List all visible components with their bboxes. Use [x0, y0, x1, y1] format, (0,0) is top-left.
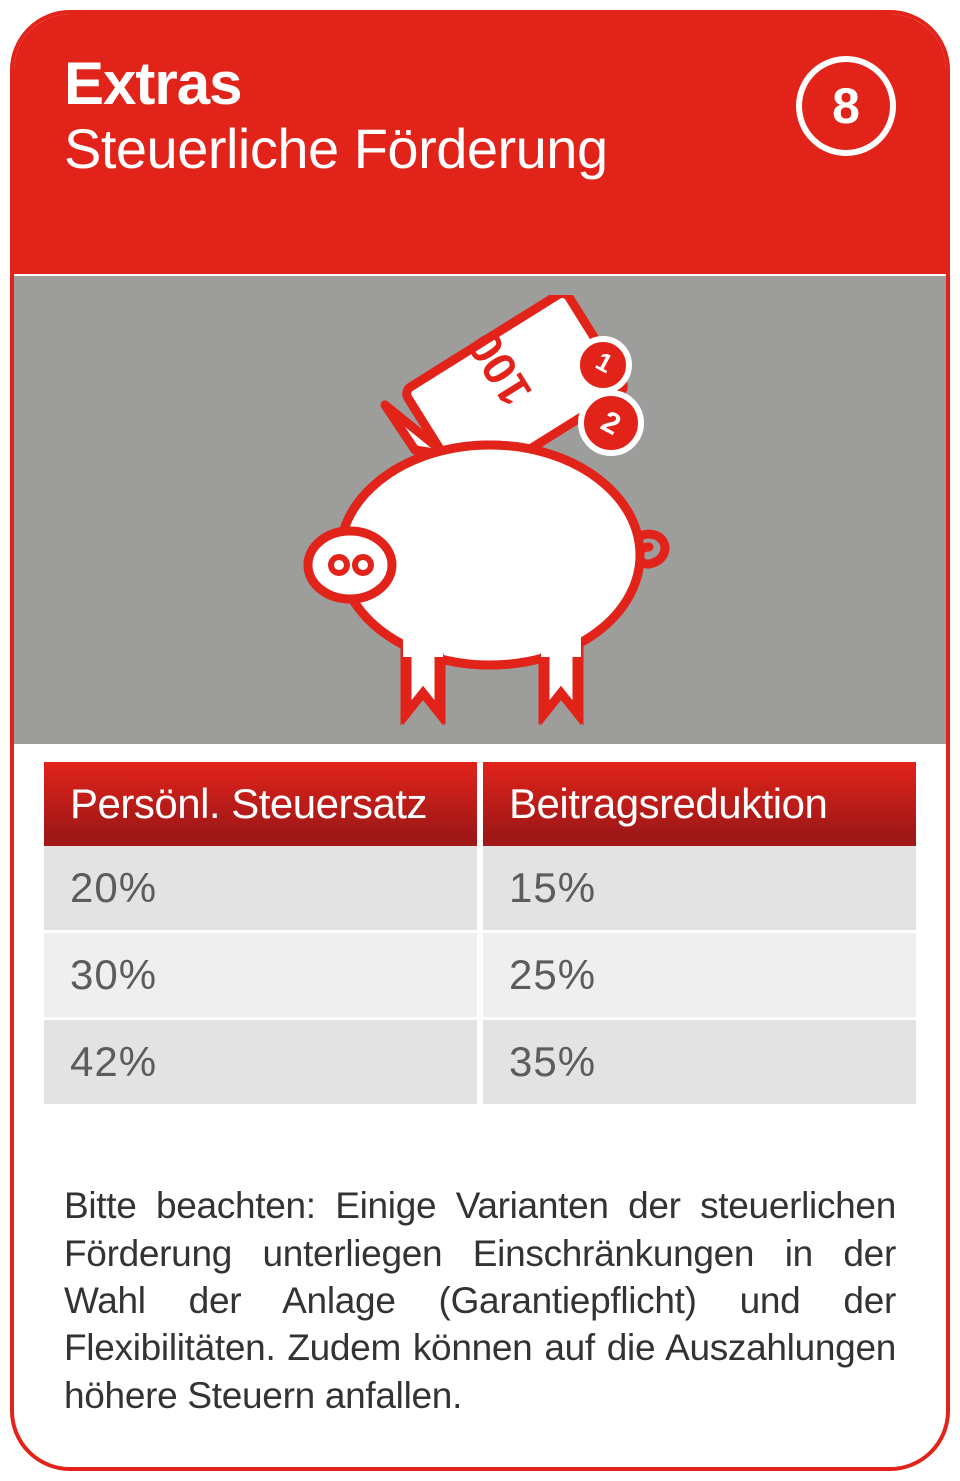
- footnote-text: Bitte beachten: Einige Varianten der ste…: [64, 1182, 896, 1419]
- illustration-panel: 100 1 2: [14, 274, 946, 744]
- card-content: Persönl. Steuersatz Beitragsreduktion 20…: [14, 744, 946, 1107]
- table-row: 30% 25%: [44, 933, 916, 1020]
- cell-reduction: 35%: [483, 1020, 916, 1107]
- card-number: 8: [832, 77, 860, 135]
- cell-taxrate: 20%: [44, 846, 477, 933]
- table-header-row: Persönl. Steuersatz Beitragsreduktion: [44, 762, 916, 846]
- tax-table: Persönl. Steuersatz Beitragsreduktion 20…: [38, 762, 922, 1107]
- table-row: 42% 35%: [44, 1020, 916, 1107]
- info-card: Extras Steuerliche Förderung 8 100 1 2: [10, 10, 950, 1471]
- card-title: Extras: [64, 52, 896, 115]
- footnote: Bitte beachten: Einige Varianten der ste…: [14, 1182, 946, 1419]
- table-row: 20% 15%: [44, 846, 916, 933]
- col-header-taxrate: Persönl. Steuersatz: [44, 762, 477, 846]
- card-number-badge: 8: [796, 56, 896, 156]
- col-header-reduction: Beitragsreduktion: [483, 762, 916, 846]
- cell-reduction: 25%: [483, 933, 916, 1020]
- card-header: Extras Steuerliche Förderung 8: [14, 14, 946, 274]
- cell-taxrate: 30%: [44, 933, 477, 1020]
- cell-reduction: 15%: [483, 846, 916, 933]
- piggy-bank-icon: 100 1 2: [265, 295, 695, 725]
- card-subtitle: Steuerliche Förderung: [64, 115, 896, 182]
- cell-taxrate: 42%: [44, 1020, 477, 1107]
